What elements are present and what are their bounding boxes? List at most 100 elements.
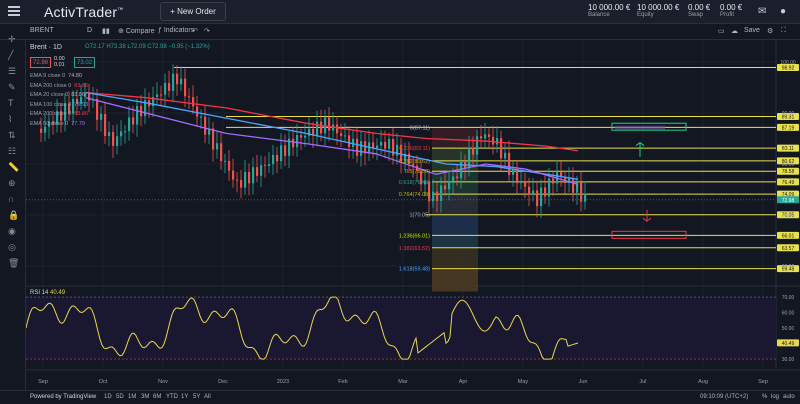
ema-legend-row[interactable]: EMA 100 close 0 76.93 bbox=[30, 101, 89, 108]
magnet-icon[interactable]: ∩ bbox=[8, 194, 15, 204]
range-button[interactable]: 3M bbox=[141, 394, 150, 400]
visibility-icon[interactable]: ◉ bbox=[8, 226, 16, 236]
candle-body bbox=[164, 82, 167, 95]
time-axis-label: Apr bbox=[459, 379, 468, 385]
candle-body bbox=[116, 136, 119, 146]
range-button[interactable]: 1D bbox=[104, 394, 112, 400]
level-price-tag bbox=[777, 211, 799, 219]
candle-body bbox=[532, 190, 535, 195]
candle-body bbox=[180, 78, 183, 85]
candle-body bbox=[340, 133, 343, 136]
current-price-tag bbox=[777, 196, 799, 204]
new-order-button[interactable]: + New Order bbox=[160, 2, 226, 21]
zoom-icon[interactable]: ⊕ bbox=[8, 178, 16, 188]
redo-icon[interactable]: ↷ bbox=[204, 28, 210, 35]
range-button[interactable]: All bbox=[204, 394, 211, 400]
eye-icon[interactable]: ◎ bbox=[8, 242, 16, 252]
time-axis-label: 2023 bbox=[277, 379, 289, 385]
indicators-button[interactable]: ƒ Indicators bbox=[158, 27, 195, 34]
price-tag-text: 59.48 bbox=[782, 267, 795, 273]
candle-body bbox=[584, 193, 587, 202]
range-button[interactable]: 1Y bbox=[181, 394, 189, 400]
pattern-icon[interactable]: ⌇ bbox=[8, 114, 13, 124]
buy-price-button[interactable]: 73.02 bbox=[74, 57, 96, 68]
candle-body bbox=[120, 131, 123, 137]
fib-zone bbox=[432, 171, 478, 182]
level-price-tag bbox=[777, 64, 799, 72]
candle-body bbox=[476, 136, 479, 155]
candle-body bbox=[248, 172, 251, 184]
candle-body bbox=[448, 181, 451, 190]
trendline-icon[interactable]: ╱ bbox=[8, 50, 14, 60]
ema-legend-row[interactable]: EMA 200 close 0 83.86 bbox=[30, 82, 89, 89]
range-button[interactable]: 5D bbox=[116, 394, 124, 400]
fullscreen-icon[interactable]: ⛶ bbox=[781, 27, 786, 34]
undo-icon[interactable]: ↶ bbox=[192, 28, 198, 35]
trash-icon[interactable]: 🗑 bbox=[8, 258, 20, 268]
ema-legend-row[interactable]: EMA 50 close 0 77.79 bbox=[30, 120, 85, 127]
candle-body bbox=[88, 92, 91, 101]
candle-body bbox=[112, 132, 115, 146]
fib-level-label: 1.618(59.48) bbox=[399, 267, 430, 273]
candle-body bbox=[192, 97, 195, 107]
powered-by: Powered by TradingView bbox=[30, 394, 97, 400]
fib-icon[interactable]: ☷ bbox=[8, 146, 17, 156]
range-button[interactable]: 6M bbox=[153, 394, 162, 400]
measure-icon[interactable]: ⇅ bbox=[8, 130, 16, 140]
candle-body bbox=[460, 161, 463, 179]
buy-target-box[interactable] bbox=[611, 122, 687, 131]
candle-body bbox=[60, 111, 63, 121]
save-button[interactable]: Save bbox=[744, 27, 760, 34]
fib-zone bbox=[432, 127, 478, 149]
sell-price-button[interactable]: 72.98 bbox=[30, 57, 52, 68]
price-axis-tick: 100.00 bbox=[780, 60, 796, 66]
brush-icon[interactable]: ✎ bbox=[8, 82, 16, 92]
candle-body bbox=[548, 178, 551, 197]
log-toggle[interactable]: log bbox=[771, 394, 780, 400]
candle-body bbox=[328, 117, 331, 131]
user-icon[interactable]: ● bbox=[780, 6, 787, 17]
range-button[interactable]: YTD bbox=[166, 394, 178, 400]
horizontal-line-icon[interactable]: ☰ bbox=[8, 66, 17, 76]
candle-body bbox=[216, 143, 219, 150]
ema-legend-row[interactable]: EMA 20 close 0 83.86 bbox=[30, 92, 85, 98]
range-button[interactable]: 1M bbox=[128, 394, 137, 400]
lock-icon[interactable]: 🔒 bbox=[8, 210, 20, 220]
layout-icon[interactable]: ▭ bbox=[718, 28, 725, 35]
candle-body bbox=[236, 179, 239, 181]
chat-icon[interactable]: ✉ bbox=[758, 6, 767, 17]
candle-body bbox=[152, 97, 155, 107]
sell-target-box[interactable] bbox=[611, 230, 687, 239]
percent-toggle[interactable]: % bbox=[762, 394, 768, 400]
candle-body bbox=[488, 134, 491, 137]
crosshair-icon[interactable]: ✛ bbox=[8, 34, 16, 44]
candle-body bbox=[500, 138, 503, 159]
candle-body bbox=[320, 121, 323, 134]
chart-type-icon[interactable]: ▮▮ bbox=[102, 28, 110, 35]
compare-button[interactable]: ⊕ Compare bbox=[118, 28, 155, 35]
settings-icon[interactable]: ⚙ bbox=[767, 28, 774, 35]
price-axis-tick: 60.00 bbox=[782, 264, 795, 270]
app-logo: ActivTrader™ bbox=[44, 4, 124, 20]
menu-icon[interactable] bbox=[8, 6, 20, 16]
ema-legend-row[interactable]: EMA 200 close 0 83.86 bbox=[30, 111, 89, 117]
auto-toggle[interactable]: auto bbox=[783, 394, 795, 400]
price-tag-text: 98.92 bbox=[782, 66, 795, 72]
range-button[interactable]: 5Y bbox=[193, 394, 201, 400]
ruler-icon[interactable]: 📏 bbox=[8, 162, 20, 172]
candle-body bbox=[444, 185, 447, 190]
candle-body bbox=[76, 98, 79, 104]
symbol-selector[interactable]: BRENT bbox=[30, 27, 54, 34]
candle-body bbox=[52, 121, 55, 125]
cloud-icon[interactable]: ☁ bbox=[731, 28, 738, 35]
price-chart[interactable]: 0(87.11) 0.236(83.11) 0.382(80.62) 0.5(78.5… bbox=[26, 40, 800, 390]
candle-body bbox=[452, 176, 455, 182]
time-axis-label: Jul bbox=[639, 379, 646, 385]
interval-selector[interactable]: D bbox=[87, 27, 93, 34]
candle-body bbox=[280, 145, 283, 162]
fib-zone bbox=[432, 194, 478, 215]
text-icon[interactable]: T bbox=[8, 98, 14, 108]
fib-level-label: 0.5(78.58) bbox=[405, 169, 430, 175]
level-price-tag bbox=[777, 123, 799, 131]
ema-legend-row[interactable]: EMA 9 close 0 74.80 bbox=[30, 73, 82, 79]
